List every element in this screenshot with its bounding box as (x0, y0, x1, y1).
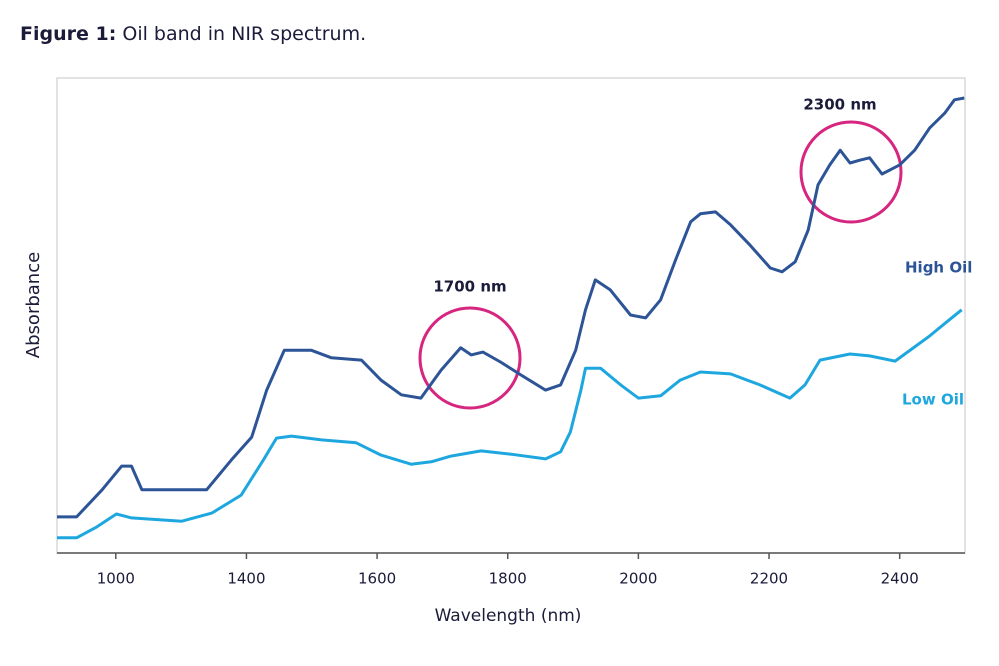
x-tick-label: 2400 (881, 570, 919, 588)
plot-frame (56, 77, 966, 554)
y-axis-label: Absorbance (23, 252, 44, 358)
title-text: Oil band in NIR spectrum. (122, 23, 366, 45)
data-line (57, 96, 965, 519)
x-tick-label: 2000 (619, 570, 657, 588)
series-label: Low Oil (902, 391, 964, 409)
series-label: High Oil (905, 259, 972, 277)
annotation: 2300 nm (803, 96, 876, 114)
figure-label: Figure 1: (20, 23, 116, 45)
x-tick-label: 1800 (489, 570, 527, 588)
annotation: 1700 nm (433, 278, 506, 296)
chart-title: Figure 1: Oil band in NIR spectrum. (20, 23, 366, 45)
x-tick-label: 2200 (750, 570, 788, 588)
highlight-circle (418, 306, 522, 410)
data-line (57, 308, 963, 540)
x-axis-label: Wavelength (nm) (435, 606, 582, 626)
x-tick-label: 1600 (358, 570, 396, 588)
x-tick-label: 1000 (97, 570, 135, 588)
x-tick-label: 1400 (227, 570, 265, 588)
highlight-circle (799, 120, 903, 224)
